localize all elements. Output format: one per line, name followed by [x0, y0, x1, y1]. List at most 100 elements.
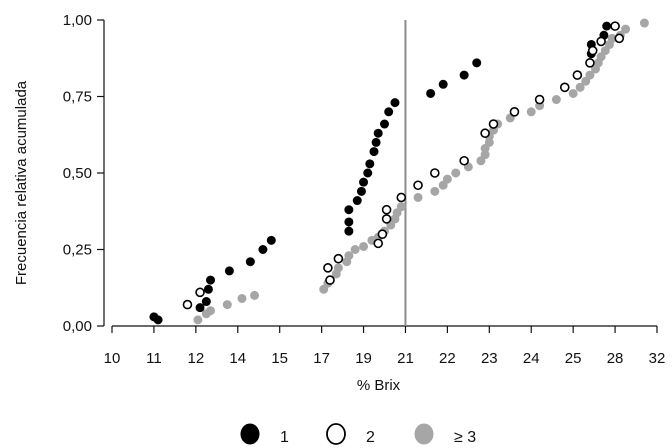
data-point-series-1 — [224, 266, 234, 276]
x-tick-label: 25 — [565, 350, 582, 367]
data-point-series-1 — [472, 58, 482, 68]
data-point-series-3 — [639, 18, 649, 28]
data-point-series-3 — [333, 263, 343, 273]
data-point-series-1 — [245, 257, 255, 267]
data-point-series-3 — [319, 284, 329, 294]
legend: 1 2 ≥ 3 — [240, 423, 476, 446]
legend-marker-2 — [326, 423, 346, 445]
data-point-series-2 — [430, 168, 440, 178]
data-point-series-3 — [581, 76, 591, 86]
data-point-series-1 — [371, 137, 381, 147]
data-point-series-2 — [614, 33, 625, 44]
x-tick-label: 19 — [355, 350, 372, 367]
x-tick-label: 17 — [313, 350, 330, 367]
legend-label-3: ≥ 3 — [454, 429, 476, 446]
data-point-series-1 — [369, 147, 379, 157]
x-tick-label: 21 — [397, 350, 414, 367]
data-point-series-2 — [325, 275, 335, 285]
data-point-series-2 — [534, 94, 545, 105]
data-point-series-1 — [201, 297, 211, 307]
data-point-series-1 — [206, 275, 216, 285]
data-point-series-1 — [384, 107, 394, 117]
data-point-series-2 — [373, 238, 384, 249]
data-point-series-2 — [413, 180, 423, 191]
data-point-series-3 — [585, 70, 595, 80]
x-tick-label: 14 — [229, 350, 246, 367]
x-tick-label: 11 — [146, 350, 162, 367]
x-tick-label: 22 — [439, 350, 456, 367]
data-point-series-3 — [438, 180, 448, 190]
data-point-series-3 — [575, 82, 585, 92]
x-tick-label: 24 — [523, 350, 540, 367]
y-tick-label: 0,25 — [63, 242, 92, 259]
x-axis-title: % Brix — [357, 377, 401, 394]
data-point-series-3 — [596, 52, 606, 62]
legend-marker-3 — [414, 423, 434, 445]
data-point-series-2 — [488, 119, 499, 129]
data-point-series-1 — [195, 303, 205, 313]
data-point-series-1 — [258, 245, 268, 254]
data-point-series-3 — [193, 315, 203, 325]
data-point-series-1 — [373, 128, 383, 138]
data-point-series-3 — [392, 208, 402, 218]
x-tick-label: 23 — [481, 350, 498, 367]
data-point-series-2 — [572, 70, 583, 80]
data-point-series-3 — [237, 293, 247, 303]
data-point-series-2 — [610, 21, 620, 31]
data-point-series-3 — [222, 300, 232, 310]
data-point-series-3 — [451, 168, 461, 178]
data-point-series-3 — [206, 306, 216, 316]
data-point-series-1 — [390, 98, 400, 108]
data-point-series-2 — [559, 82, 570, 93]
data-point-series-3 — [344, 251, 354, 261]
data-point-series-1 — [344, 205, 354, 215]
data-point-series-2 — [195, 287, 205, 298]
data-point-series-2 — [509, 107, 520, 117]
data-point-series-2 — [585, 58, 595, 68]
data-point-series-2 — [333, 253, 344, 264]
data-point-series-1 — [363, 168, 373, 178]
x-tick-label: 15 — [271, 350, 288, 367]
data-point-series-3 — [396, 202, 406, 212]
x-tick-label: 12 — [188, 350, 205, 367]
data-point-series-3 — [430, 186, 440, 196]
data-point-series-1 — [602, 21, 612, 31]
data-point-series-2 — [377, 229, 388, 239]
axes: 10 11 12 14 15 17 19 21 22 23 24 25 28 32 0,00 0,25 0,50… — [13, 12, 665, 394]
data-point-series-3 — [568, 88, 578, 98]
data-point-series-3 — [526, 107, 536, 117]
data-point-series-2 — [587, 45, 598, 56]
data-point-series-3 — [551, 95, 561, 105]
data-point-series-1 — [344, 217, 354, 227]
data-point-series-2 — [381, 204, 392, 215]
data-point-series-2 — [480, 128, 490, 139]
y-tick-label: 1,00 — [63, 12, 92, 29]
data-point-series-1 — [356, 186, 366, 196]
data-point-series-3 — [476, 156, 486, 166]
data-point-series-1 — [459, 70, 469, 80]
data-point-series-1 — [365, 159, 375, 169]
data-point-series-3 — [442, 174, 452, 184]
data-point-series-2 — [396, 192, 407, 203]
data-point-series-1 — [344, 226, 354, 236]
legend-label-2: 2 — [366, 429, 375, 446]
y-tick-label: 0,00 — [63, 318, 92, 335]
data-point-series-3 — [359, 241, 369, 251]
data-point-series-1 — [359, 177, 369, 187]
data-point-series-1 — [426, 88, 436, 98]
data-point-series-1 — [438, 79, 448, 89]
data-point-series-1 — [203, 284, 213, 294]
chart-marks — [149, 18, 649, 325]
data-point-series-2 — [381, 214, 392, 224]
data-point-series-2 — [459, 155, 469, 166]
data-point-series-3 — [350, 245, 360, 254]
data-point-series-3 — [250, 290, 260, 300]
data-point-series-3 — [621, 24, 631, 34]
legend-label-1: 1 — [280, 429, 289, 446]
data-point-series-2 — [596, 36, 606, 47]
data-point-series-1 — [380, 119, 389, 129]
x-tick-label: 10 — [104, 350, 121, 367]
x-tick-label: 28 — [607, 350, 624, 367]
data-point-series-1 — [266, 235, 276, 245]
